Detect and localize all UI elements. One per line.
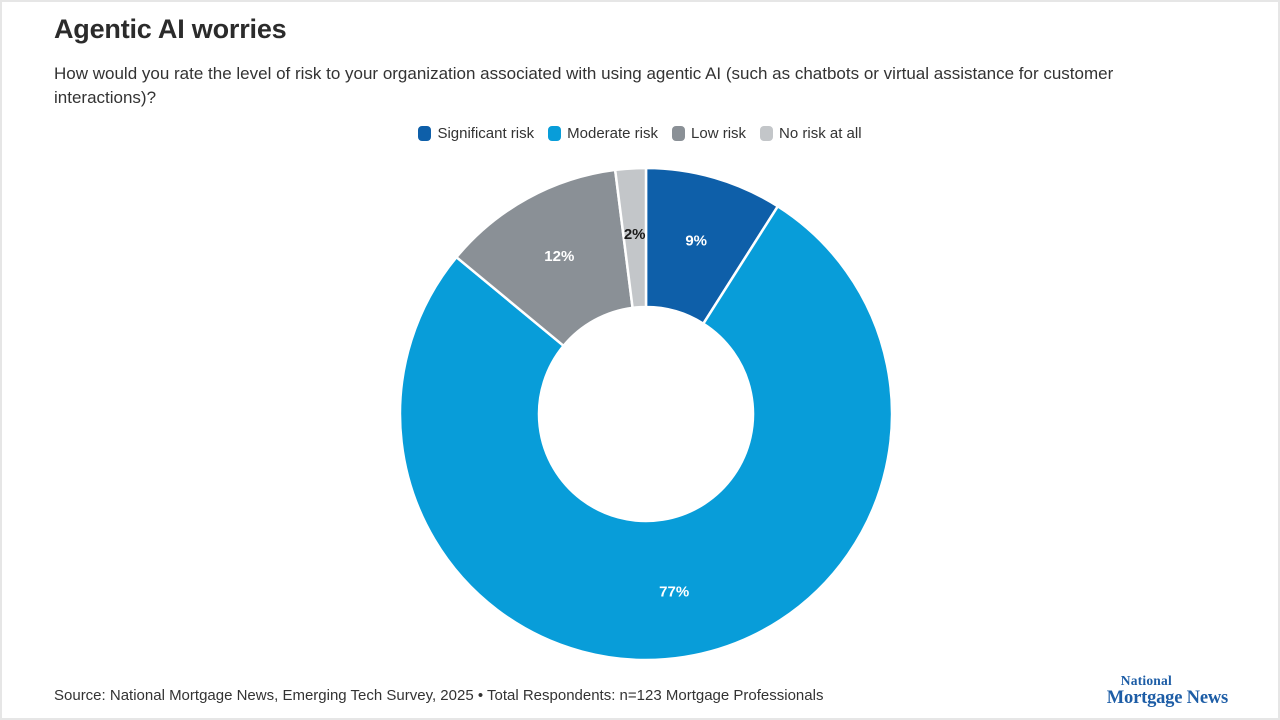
donut-slice-low-risk — [455, 168, 634, 348]
legend-label: Low risk — [691, 125, 747, 142]
donut-chart-container: 9% 77% 12% 2% — [386, 154, 906, 674]
legend-item-no-risk-at-all: No risk at all — [760, 125, 862, 142]
legend-label: Significant risk — [437, 125, 535, 142]
logo-line-mortgage-news: Mortgage News — [1106, 687, 1228, 708]
donut-slice-no-risk-at-all — [613, 166, 648, 310]
page-title: Agentic AI worries — [54, 14, 287, 44]
legend-swatch-icon — [760, 126, 774, 141]
logo-line-national: National — [1120, 673, 1172, 688]
legend-item-moderate-risk: Moderate risk — [548, 125, 658, 142]
slice-data-label: 9% — [685, 233, 707, 250]
source-note: Source: National Mortgage News, Emerging… — [54, 687, 824, 704]
donut-chart: 9% 77% 12% 2% — [398, 166, 894, 662]
legend-swatch-icon — [672, 126, 686, 141]
slice-data-label: 12% — [544, 248, 574, 265]
chart-subtitle: How would you rate the level of risk to … — [54, 64, 1114, 108]
legend-label: Moderate risk — [567, 125, 659, 142]
legend-swatch-icon — [548, 126, 562, 141]
legend-item-significant-risk: Significant risk — [418, 125, 534, 142]
legend-label: No risk at all — [779, 125, 862, 142]
donut-slice-moderate-risk — [398, 205, 894, 662]
slice-data-label: 2% — [624, 226, 646, 243]
national-mortgage-news-logo: National Mortgage News — [1107, 674, 1228, 707]
slice-data-label: 77% — [659, 583, 689, 600]
legend-swatch-icon — [418, 126, 432, 141]
chart-legend: Significant risk Moderate risk Low risk No … — [2, 125, 1278, 142]
legend-item-low-risk: Low risk — [672, 125, 746, 142]
